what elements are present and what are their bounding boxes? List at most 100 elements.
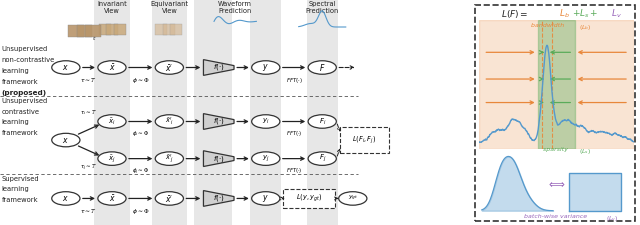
Text: $y$: $y$ [262, 62, 269, 73]
Text: $F_i$: $F_i$ [319, 116, 326, 127]
Circle shape [156, 152, 184, 165]
Text: $(L_v)$: $(L_v)$ [605, 214, 618, 223]
Text: Spectral
Prediction: Spectral Prediction [305, 1, 339, 14]
Text: $x$: $x$ [63, 135, 69, 145]
Text: learning: learning [1, 186, 29, 192]
Polygon shape [568, 173, 621, 211]
Text: $f(\cdot)$: $f(\cdot)$ [213, 117, 225, 126]
Text: $\phi_j \sim \Phi$: $\phi_j \sim \Phi$ [132, 166, 149, 177]
Bar [170, 24, 182, 35]
Text: $(L_b)$: $(L_b)$ [579, 23, 592, 32]
Text: $L_b$: $L_b$ [559, 8, 570, 20]
Text: $y$: $y$ [262, 193, 269, 204]
Text: $\tau_i \sim \mathbb{T}$: $\tau_i \sim \mathbb{T}$ [80, 108, 97, 117]
Text: framework: framework [1, 197, 38, 203]
Circle shape [252, 192, 280, 205]
Circle shape [308, 115, 337, 128]
FancyBboxPatch shape [283, 189, 335, 207]
Text: $F_j$: $F_j$ [319, 153, 326, 164]
Polygon shape [204, 151, 234, 166]
Text: framework: framework [1, 79, 38, 85]
Text: learning: learning [1, 68, 29, 74]
Text: (proposed): (proposed) [1, 90, 47, 96]
Circle shape [52, 192, 80, 205]
Bar [99, 24, 111, 35]
Circle shape [156, 61, 184, 74]
Text: $t$: $t$ [92, 34, 97, 42]
Text: non-contrastive: non-contrastive [1, 57, 54, 63]
Text: sparsity: sparsity [543, 147, 570, 152]
Text: $\Longleftrightarrow$: $\Longleftrightarrow$ [547, 180, 566, 189]
Text: $f(\cdot)$: $f(\cdot)$ [213, 194, 225, 203]
Text: $\bar{x}_i$: $\bar{x}_i$ [108, 116, 116, 127]
Text: $L(y, y_{gt})$: $L(y, y_{gt})$ [296, 193, 323, 204]
Text: $\tau_j \sim \mathbb{T}$: $\tau_j \sim \mathbb{T}$ [80, 163, 97, 173]
Circle shape [98, 61, 126, 74]
Bar [94, 0, 129, 225]
Bar [68, 25, 84, 37]
Circle shape [156, 192, 184, 205]
Text: $FFT(\cdot)$: $FFT(\cdot)$ [285, 129, 302, 138]
Text: learning: learning [1, 119, 29, 126]
Text: Unsupervised: Unsupervised [1, 98, 47, 104]
FancyBboxPatch shape [340, 127, 390, 153]
Text: $\bar{x}'$: $\bar{x}'$ [165, 193, 173, 204]
Text: $\bar{x}_j$: $\bar{x}_j$ [108, 153, 116, 164]
Text: framework: framework [1, 130, 38, 136]
Circle shape [252, 152, 280, 165]
Bar [152, 0, 187, 225]
Bar [114, 24, 125, 35]
Text: $FFT(\cdot)$: $FFT(\cdot)$ [285, 76, 303, 85]
Text: bandwidth: bandwidth [531, 23, 566, 28]
Text: $F$: $F$ [319, 62, 326, 73]
Text: $x$: $x$ [63, 194, 69, 203]
Text: Equivariant
View: Equivariant View [150, 1, 188, 14]
Circle shape [308, 61, 337, 74]
Circle shape [339, 192, 367, 205]
Text: $\phi \sim \Phi$: $\phi \sim \Phi$ [132, 207, 150, 216]
Bar [106, 24, 118, 35]
Text: $f(\cdot)$: $f(\cdot)$ [213, 63, 225, 72]
Bar [156, 24, 167, 35]
Text: contrastive: contrastive [1, 109, 40, 115]
Text: $L(F) = $: $L(F) = $ [501, 8, 529, 20]
Bar [479, 20, 634, 148]
Text: Supervised: Supervised [1, 176, 39, 182]
Circle shape [252, 61, 280, 74]
Bar [163, 24, 175, 35]
Polygon shape [204, 114, 234, 129]
Circle shape [98, 115, 126, 128]
Text: $\tau \sim \mathbb{T}$: $\tau \sim \mathbb{T}$ [81, 207, 97, 215]
Bar [85, 25, 100, 37]
Circle shape [252, 115, 280, 128]
Text: $y_j$: $y_j$ [262, 153, 269, 164]
Text: $\bar{x}'_i$: $\bar{x}'_i$ [165, 116, 174, 127]
Text: $\tau \sim \mathbb{T}$: $\tau \sim \mathbb{T}$ [81, 76, 97, 84]
Circle shape [98, 192, 126, 205]
Text: $L_v$: $L_v$ [611, 8, 622, 20]
Text: $f(\cdot)$: $f(\cdot)$ [213, 154, 225, 164]
Bar [307, 0, 337, 225]
Text: $\bar{x}'$: $\bar{x}'$ [165, 62, 173, 73]
Circle shape [98, 152, 126, 165]
Polygon shape [204, 60, 234, 75]
Bar [538, 20, 575, 148]
Circle shape [52, 61, 80, 74]
Polygon shape [204, 191, 234, 206]
Text: $x$: $x$ [63, 63, 69, 72]
Circle shape [156, 115, 184, 128]
Text: $\bar{x}$: $\bar{x}$ [109, 62, 115, 73]
Text: $L(F_i, F_j)$: $L(F_i, F_j)$ [353, 134, 377, 146]
Text: $y_i$: $y_i$ [262, 117, 269, 126]
Circle shape [308, 152, 337, 165]
Text: $\bar{x}'_j$: $\bar{x}'_j$ [165, 152, 174, 165]
Text: $FFT(\cdot)$: $FFT(\cdot)$ [285, 166, 302, 175]
Text: batch-wise variance: batch-wise variance [524, 214, 589, 219]
FancyBboxPatch shape [476, 4, 635, 220]
Bar [194, 0, 232, 225]
Text: $\phi \sim \Phi$: $\phi \sim \Phi$ [132, 76, 150, 85]
Text: Unsupervised: Unsupervised [1, 46, 47, 52]
Text: $+ L_s +$: $+ L_s +$ [572, 8, 598, 20]
Text: $(L_s)$: $(L_s)$ [579, 147, 591, 156]
Text: $\bar{x}$: $\bar{x}$ [109, 193, 115, 204]
